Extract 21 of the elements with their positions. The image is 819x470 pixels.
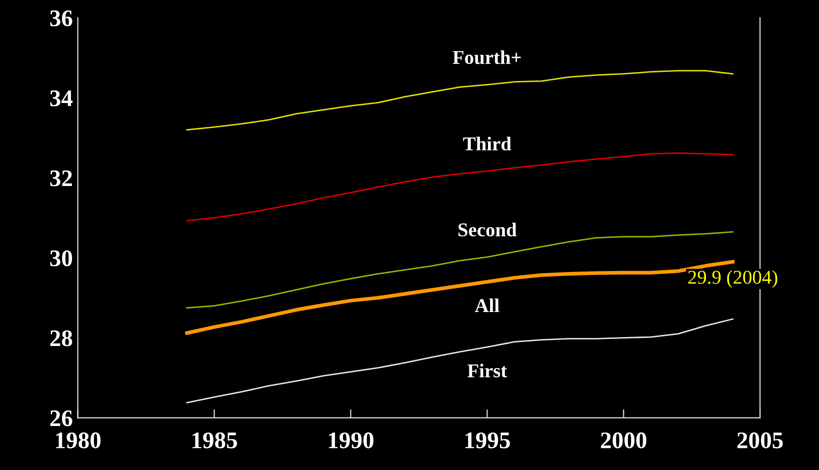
x-tick-label: 2005 — [737, 432, 783, 448]
series-label: Fourth+ — [452, 50, 521, 64]
x-tick-label: 1980 — [56, 432, 101, 448]
annotation: 29.9 (2004) — [688, 270, 778, 288]
x-tick-label: 1995 — [465, 432, 510, 448]
series-label: Third — [463, 136, 512, 150]
x-tick-label: 1985 — [192, 432, 237, 448]
line-series — [186, 70, 734, 131]
y-tick-label: 30 — [50, 250, 72, 266]
y-tick-label: 32 — [50, 170, 72, 186]
y-tick-label: 34 — [50, 90, 73, 106]
x-tick-label: 1990 — [328, 432, 374, 448]
series-label: All — [474, 298, 500, 312]
line-series — [186, 318, 734, 404]
y-tick-label: 26 — [50, 410, 72, 426]
series-label: Second — [458, 222, 517, 236]
y-tick-label: 36 — [50, 10, 72, 26]
line-series — [186, 152, 734, 222]
x-tick-label: 2000 — [600, 432, 646, 448]
series-label: First — [467, 364, 508, 378]
y-tick-label: 28 — [50, 330, 72, 346]
